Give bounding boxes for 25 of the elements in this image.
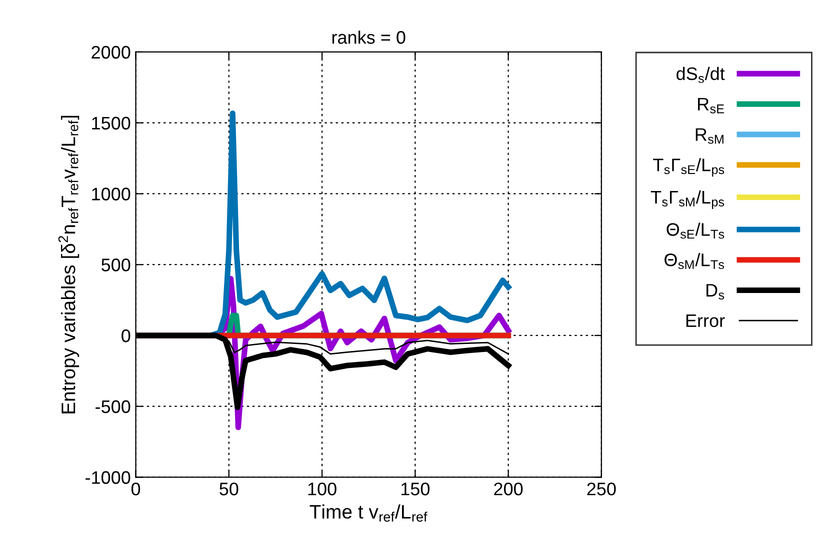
x-tick-label: 250	[587, 482, 616, 496]
legend-label: T$_{s}$Γ$_{sM}$/L$_{ps}$	[650, 190, 724, 209]
legend-label: T$_{s}$Γ$_{sE}$/L$_{ps}$	[653, 158, 724, 177]
x-axis-title: Time t v$_{ref}$/L$_{ref}$	[310, 504, 428, 522]
y-tick-label: 1000	[92, 188, 130, 200]
legend-label: R$_{sE}$	[698, 98, 724, 114]
legend-label: Error	[686, 314, 725, 328]
text: Entropy variables [δ$^{2}$n$_{ref}$T$_{ref}$v$_{ref}$/L$_{ref}$]	[58, 116, 80, 414]
x-tick-label: 150	[401, 482, 430, 496]
y-tick-label: -1000	[86, 471, 130, 484]
legend-label: dS$_{s}$/dt	[676, 66, 725, 83]
x-tick-label: 0	[131, 482, 140, 496]
x-tick-label: 100	[308, 482, 336, 496]
y-tick-label: 2000	[92, 46, 130, 59]
legend-label: Θ$_{sM}$/L$_{Ts}$	[664, 252, 724, 270]
y-tick-label: 0	[122, 329, 130, 342]
legend-label: Θ$_{sE}$/L$_{Ts}$	[666, 222, 724, 239]
y-tick-label: 1500	[92, 116, 130, 130]
y-tick-label: -500	[96, 400, 130, 414]
x-tick-label: 50	[220, 482, 238, 496]
x-tick-label: 200	[494, 482, 523, 496]
legend-label: R$_{sM}$	[696, 128, 724, 144]
legend-label: D$_{s}$	[706, 284, 724, 300]
y-tick-label: 500	[102, 258, 130, 272]
chart-title: ranks = 0	[332, 30, 406, 44]
